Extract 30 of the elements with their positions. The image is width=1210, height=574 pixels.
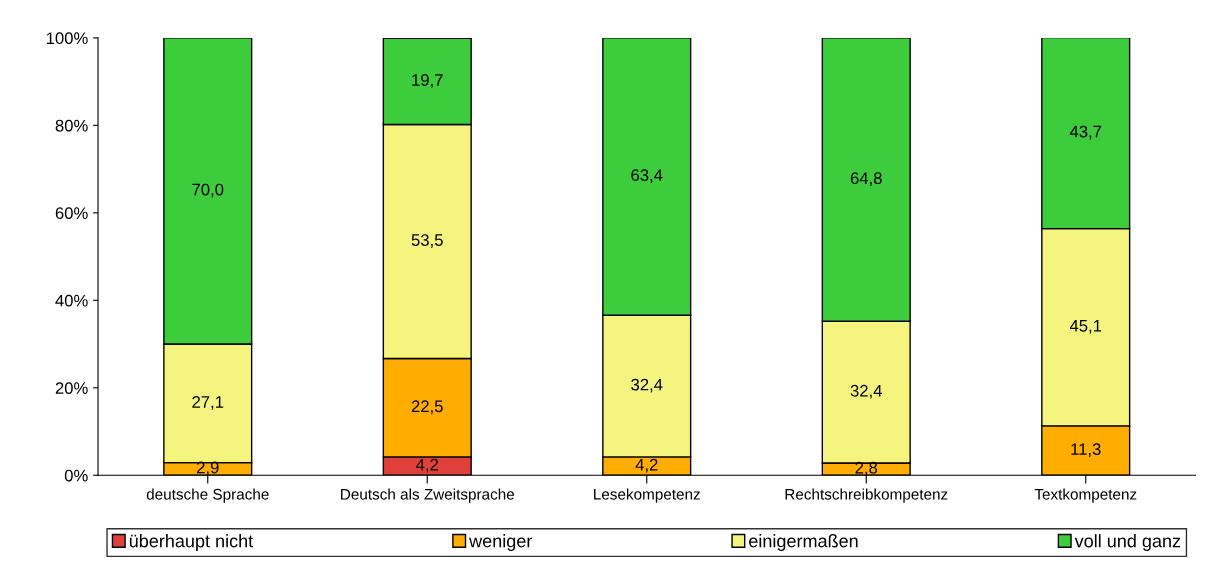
legend-label: weniger [469,534,533,551]
data-label: 11,3 [1071,443,1101,457]
x-tick-label: Textkompetenz [1034,488,1137,503]
y-tick-label: 80% [55,119,88,132]
legend-label: einigermaßen [749,534,858,551]
data-label: 32,4 [850,384,882,399]
x-tick-label: Deutsch als Zweitsprache [341,488,515,503]
y-tick-label: 20% [55,382,88,394]
y-tick-label: 40% [55,294,88,307]
data-label: 19,7 [412,74,443,88]
y-tick-label: 60% [55,207,88,220]
x-tick-label: deutsche Sprache [146,488,269,503]
data-label: 32,4 [631,378,663,393]
x-tick-label: Rechtschreibkompetenz [785,488,948,503]
legend-label: überhaupt nicht [129,534,254,551]
data-label: 27,1 [192,395,224,410]
data-label: 4,2 [635,458,658,473]
data-label: 64,8 [850,172,882,187]
data-label: 22,5 [411,400,443,415]
data-label: 43,7 [1069,125,1102,140]
data-label: 4,2 [416,458,438,473]
y-tick-label: 0% [64,469,88,482]
data-label: 2,8 [855,461,878,476]
x-tick-label: Lesekompetenz [594,488,700,503]
data-label: 70,0 [192,183,224,198]
data-label: 53,5 [411,234,443,248]
y-tick-label: 100% [46,32,88,45]
legend-label: voll und ganz [1074,534,1181,551]
data-label: 63,4 [631,169,663,183]
data-label: 45,1 [1069,320,1102,334]
